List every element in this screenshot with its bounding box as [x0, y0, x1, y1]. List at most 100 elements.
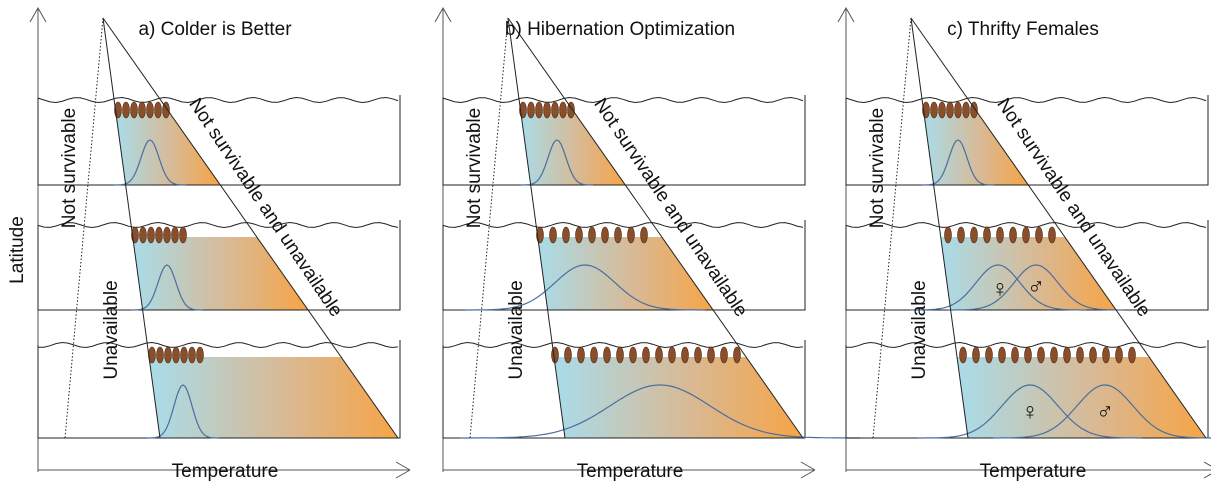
bat: [171, 226, 179, 244]
survivable-limit: [469, 17, 509, 439]
bat: [694, 346, 702, 364]
region-label: Not survivable: [867, 108, 888, 228]
bat: [1076, 346, 1084, 364]
bat: [668, 346, 676, 364]
cave-ceiling: [37, 221, 399, 229]
bat: [957, 226, 965, 244]
sex-symbol: ♀: [1021, 398, 1039, 425]
cave-ceiling: [442, 221, 804, 229]
habitat-gradient: [923, 112, 1029, 185]
upper-limit: [507, 17, 804, 439]
bat: [527, 101, 535, 119]
bat: [1089, 346, 1097, 364]
availability-limit: [102, 17, 161, 439]
distribution-curve: [131, 264, 203, 311]
upper-limit: [102, 17, 399, 439]
cave-box: [37, 220, 401, 311]
bat: [998, 346, 1006, 364]
bat: [155, 226, 163, 244]
bat: [1063, 346, 1071, 364]
bat: [154, 101, 162, 119]
bat: [147, 226, 155, 244]
cave-box: [37, 95, 401, 186]
cave-box: [845, 340, 1209, 439]
cave-box: [442, 95, 806, 186]
bat: [1048, 226, 1056, 244]
panel: b) Hibernation Optimization Temperature No…: [434, 6, 860, 482]
bat: [616, 346, 624, 364]
cave-ceiling: [37, 97, 399, 103]
bat: [588, 226, 596, 244]
bat: [1022, 226, 1030, 244]
bat: [139, 226, 147, 244]
distribution-curve: [948, 264, 1124, 311]
survivable-limit: [872, 17, 912, 439]
habitat-gradient: [957, 357, 1206, 438]
panel-title: b) Hibernation Optimization: [505, 19, 735, 40]
bat: [590, 346, 598, 364]
habitat-gradient: [940, 237, 1117, 310]
distribution-curve: [521, 139, 593, 186]
bat: [1050, 346, 1058, 364]
habitat-gradient: [115, 112, 221, 185]
bat: [640, 226, 648, 244]
distribution-curve: [918, 384, 1142, 439]
bat: [996, 226, 1004, 244]
cave-box: [845, 220, 1209, 311]
cave-ceiling: [442, 342, 804, 348]
bat: [720, 346, 728, 364]
distribution-curve: [465, 264, 705, 311]
distribution-curve: [114, 139, 186, 186]
bat: [549, 226, 557, 244]
availability-limit: [910, 17, 969, 439]
bat: [1011, 346, 1019, 364]
bat: [164, 346, 172, 364]
bat: [188, 346, 196, 364]
bat: [655, 346, 663, 364]
panel-title: c) Thrifty Females: [947, 19, 1099, 40]
bat: [1115, 346, 1123, 364]
bat: [156, 346, 164, 364]
bat: [707, 346, 715, 364]
bat: [962, 101, 970, 119]
region-label: Not survivable: [464, 108, 485, 228]
bat: [614, 226, 622, 244]
bat: [944, 226, 952, 244]
bat: [146, 101, 154, 119]
bat: [603, 346, 611, 364]
bat: [930, 101, 938, 119]
distribution-curve: [460, 384, 860, 439]
cave-box: [845, 95, 1209, 186]
panel: c) Thrifty Females Temperature Not surviva…: [837, 6, 1211, 482]
bat: [733, 346, 741, 364]
distribution-curve: [993, 384, 1211, 439]
habitat-gradient: [554, 357, 803, 438]
bat: [1102, 346, 1110, 364]
availability-limit: [507, 17, 566, 439]
bat: [138, 101, 146, 119]
bat: [163, 226, 171, 244]
bat: [564, 346, 572, 364]
bat: [180, 346, 188, 364]
bat: [577, 346, 585, 364]
bat: [627, 226, 635, 244]
bat: [122, 101, 130, 119]
sex-symbol: ♂: [1096, 398, 1114, 425]
region-label: Unavailable: [101, 280, 122, 379]
bat: [196, 346, 204, 364]
bat: [601, 226, 609, 244]
bat: [130, 101, 138, 119]
bat: [985, 346, 993, 364]
cave-box: [442, 340, 806, 439]
bat: [179, 226, 187, 244]
habitat-gradient: [149, 357, 398, 438]
region-label: Unavailable: [909, 280, 930, 379]
cave-ceiling: [845, 342, 1207, 348]
cave-ceiling: [37, 342, 399, 348]
distribution-curve: [147, 384, 219, 439]
bat: [970, 226, 978, 244]
bat: [551, 101, 559, 119]
bat: [983, 226, 991, 244]
y-axis-label: Latitude: [7, 216, 28, 284]
x-axis-label: Temperature: [577, 461, 684, 482]
